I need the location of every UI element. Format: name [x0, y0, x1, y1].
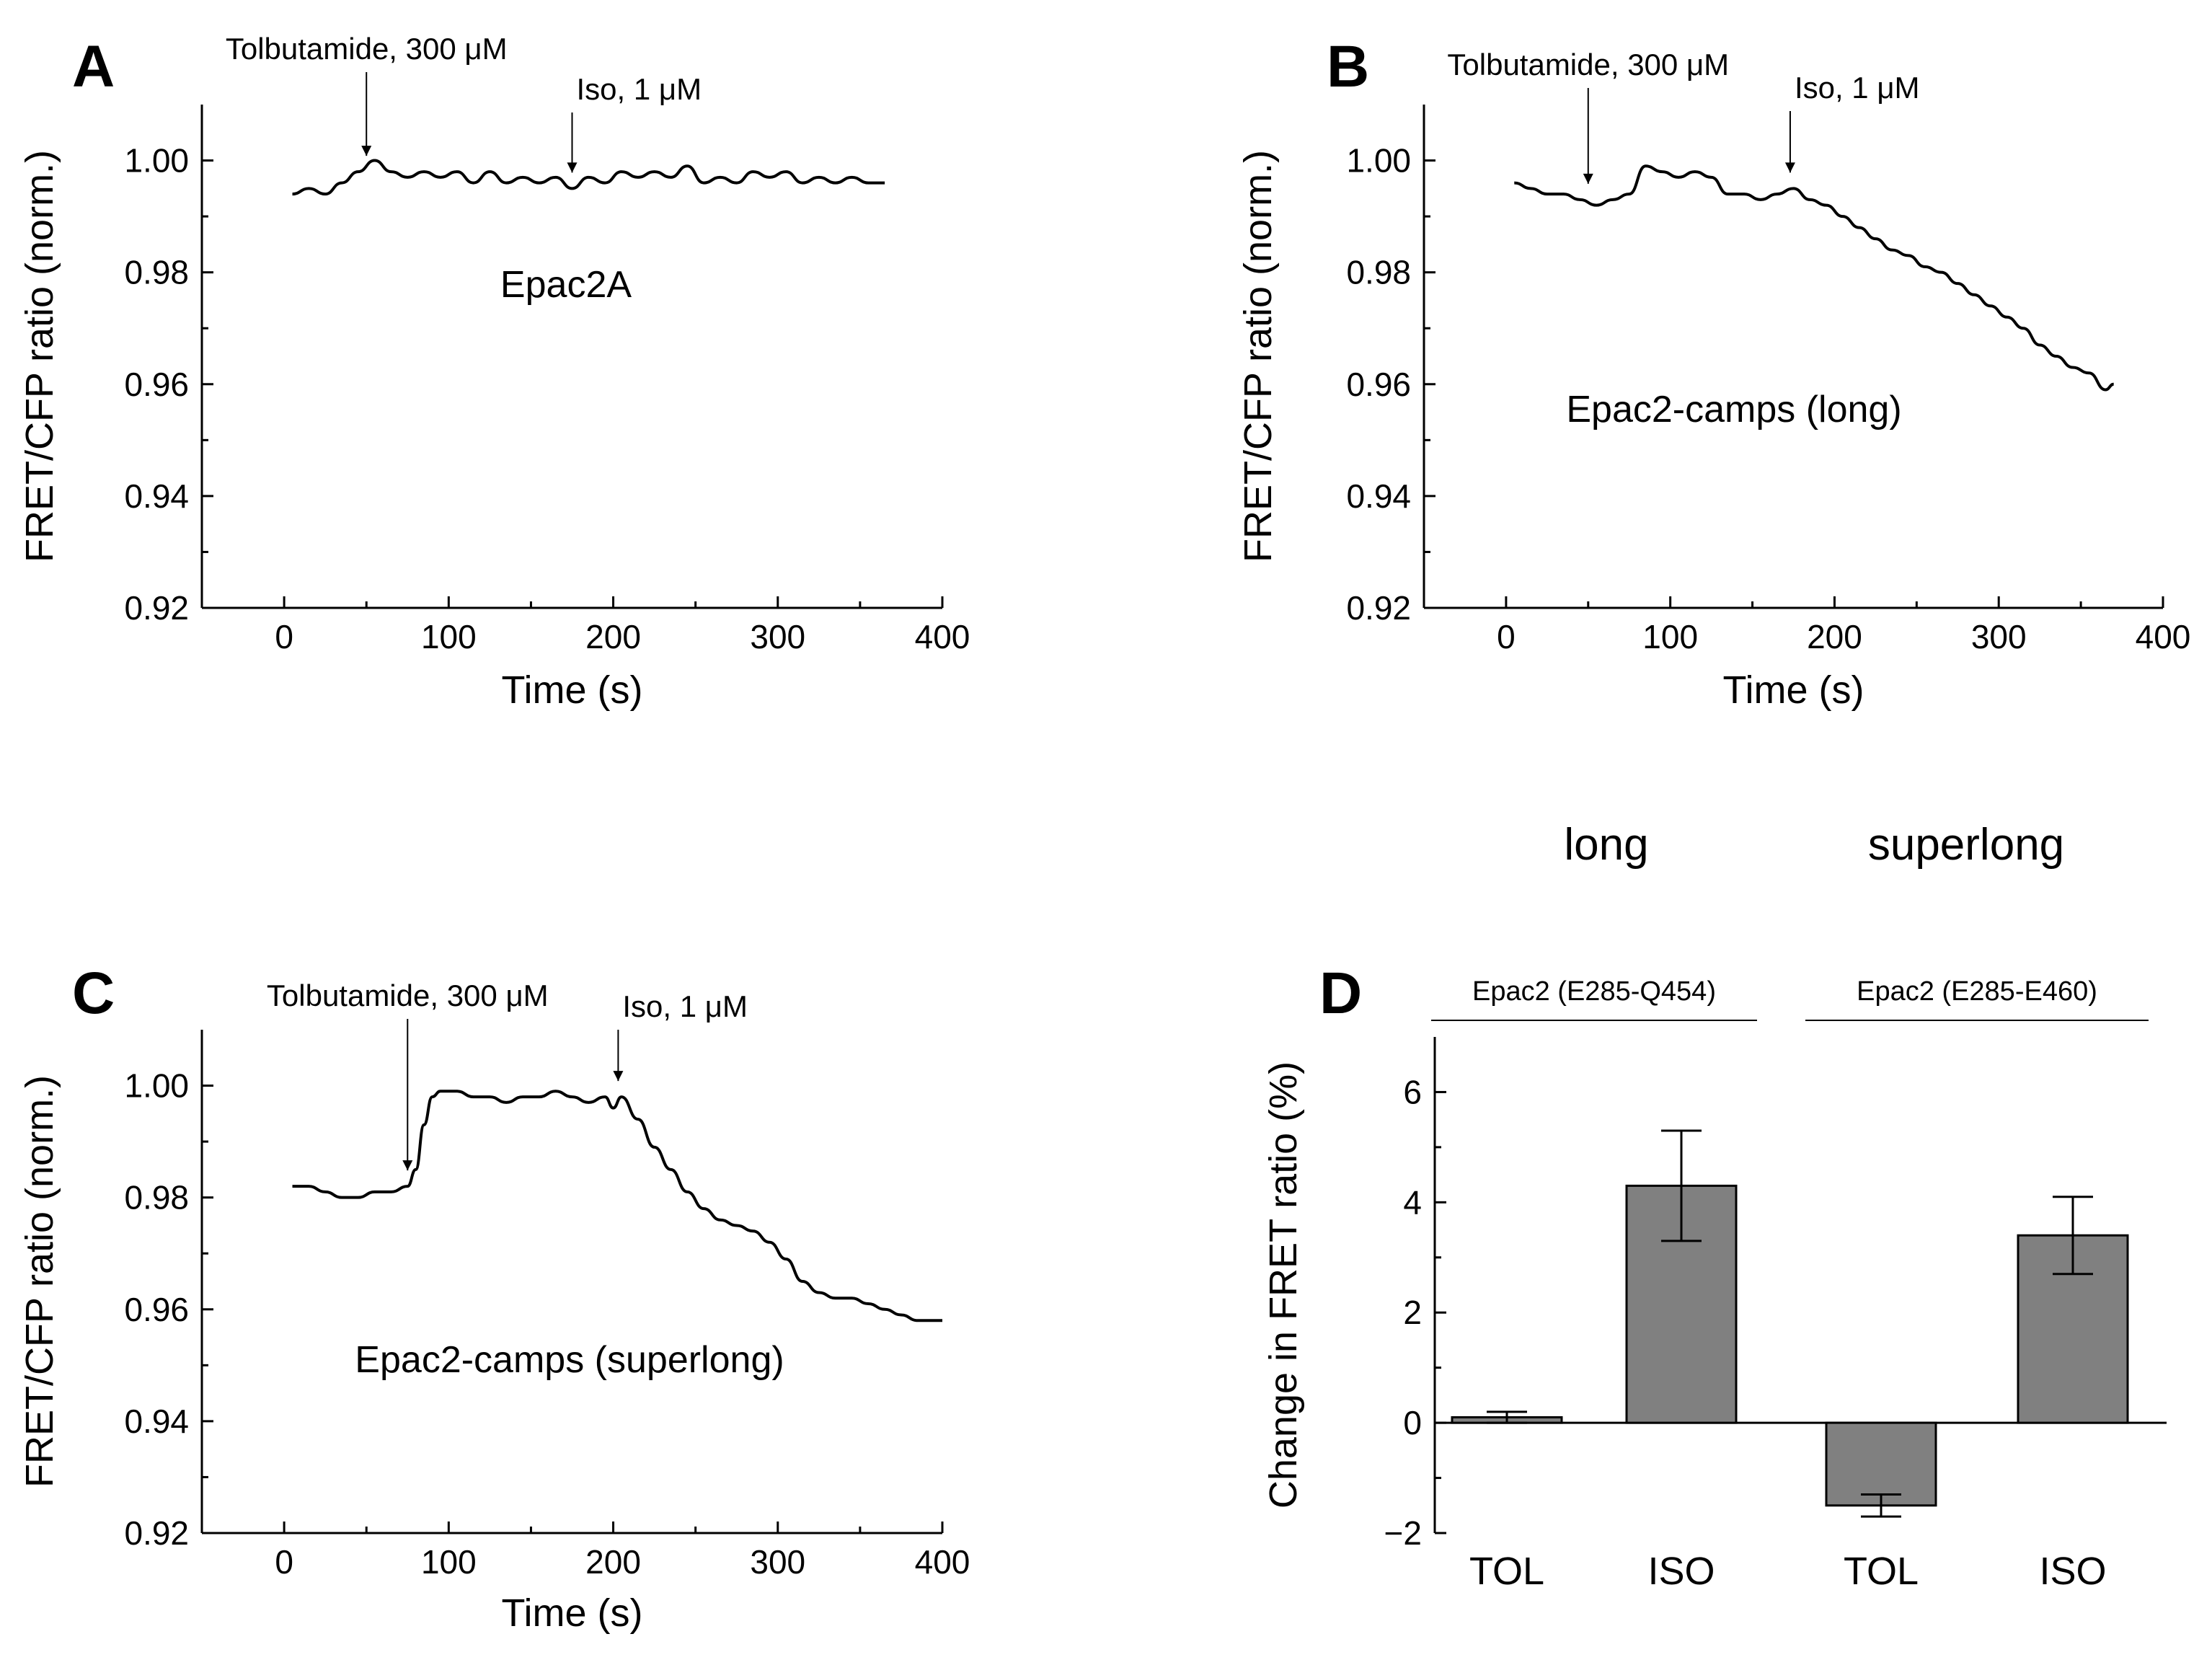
chart-panel-a: 0.92 0.94 0.96 0.98 1.00 0 100 200 300 400 Time (s…: [18, 32, 970, 712]
panel-letter-c: C: [72, 960, 115, 1026]
y-tick-label: 1.00: [1346, 142, 1411, 180]
event-label: Iso, 1 μM: [577, 72, 702, 106]
y-tick-label: 0.94: [1346, 477, 1411, 515]
y-tick-label: 0.98: [1346, 254, 1411, 291]
header-label-superlong: superlong: [1868, 820, 2064, 870]
event-label: Iso, 1 μM: [622, 989, 748, 1023]
category-label: TOL: [1469, 1550, 1544, 1593]
trace-line: [292, 1090, 942, 1322]
chart-panel-c: 0.92 0.94 0.96 0.98 1.00 0 100 200 300 400 Time (s…: [18, 979, 970, 1635]
event-label: Tolbutamide, 300 μM: [1447, 48, 1729, 81]
group-label: Epac2 (E285-Q454): [1472, 976, 1716, 1007]
x-tick-label: 200: [585, 1543, 641, 1581]
y-tick-label: 0.96: [1346, 366, 1411, 403]
event-label: Tolbutamide, 300 μM: [226, 32, 508, 66]
x-tick-label: 300: [750, 1543, 805, 1581]
event-arrowhead: [402, 1160, 413, 1171]
y-tick-label: 6: [1403, 1073, 1422, 1110]
series-label: Epac2A: [500, 264, 632, 306]
y-axis-label: FRET/CFP ratio (norm.): [1236, 150, 1280, 562]
x-tick-label: 100: [421, 618, 477, 655]
y-tick-label: 0.92: [124, 1514, 189, 1552]
y-tick-label: 4: [1403, 1183, 1422, 1221]
y-tick-label: 0: [1403, 1404, 1422, 1441]
category-label: TOL: [1844, 1550, 1919, 1593]
event-arrowhead: [613, 1071, 624, 1082]
event-arrowhead: [1784, 162, 1795, 173]
y-tick-label: 1.00: [124, 142, 189, 180]
x-tick-label: 100: [421, 1543, 477, 1581]
event-arrowhead: [361, 146, 372, 156]
x-axis-label: Time (s): [502, 668, 643, 712]
y-tick-label: 0.94: [124, 477, 189, 515]
y-axis-label: FRET/CFP ratio (norm.): [18, 1075, 61, 1488]
bar: [1825, 1421, 1937, 1507]
category-label: ISO: [1647, 1550, 1715, 1593]
y-axis-label: Change in FRET ratio (%): [1262, 1061, 1305, 1509]
event-arrowhead: [1583, 173, 1593, 184]
x-tick-label: 200: [585, 618, 641, 655]
x-tick-label: 400: [915, 618, 970, 655]
series-label: Epac2-camps (long): [1566, 389, 1901, 430]
y-tick-label: 0.98: [124, 254, 189, 291]
series-label: Epac2-camps (superlong): [355, 1339, 784, 1381]
x-axis-label: Time (s): [1723, 668, 1864, 712]
event-arrowhead: [567, 162, 578, 173]
panel-letter-a: A: [72, 34, 115, 100]
y-tick-label: 0.98: [124, 1179, 189, 1216]
trace-line: [292, 159, 885, 196]
x-tick-label: 0: [1497, 618, 1516, 655]
y-tick-label: 0.92: [124, 589, 189, 627]
y-tick-label: 1.00: [124, 1067, 189, 1105]
x-tick-label: 200: [1807, 618, 1862, 655]
chart-panel-d: −2 0 2 4 6 Change in FRET ratio (%) TOL ISO TOL I…: [1262, 976, 2167, 1593]
panel-letter-d: D: [1319, 960, 1362, 1026]
group-label: Epac2 (E285-E460): [1857, 976, 2097, 1007]
x-tick-label: 300: [1971, 618, 2027, 655]
x-tick-label: 0: [275, 1543, 293, 1581]
x-tick-label: 400: [2136, 618, 2191, 655]
y-tick-label: −2: [1384, 1514, 1422, 1552]
category-label: ISO: [2039, 1550, 2106, 1593]
x-tick-label: 300: [750, 618, 805, 655]
y-tick-label: 0.96: [124, 1291, 189, 1328]
y-tick-label: 0.94: [124, 1403, 189, 1440]
x-tick-label: 100: [1642, 618, 1698, 655]
chart-panel-b: 0.92 0.94 0.96 0.98 1.00 0 100 200 300 400 Time (s…: [1236, 48, 2190, 712]
header-label-long: long: [1564, 820, 1648, 870]
event-label: Tolbutamide, 300 μM: [267, 979, 549, 1012]
x-axis-label: Time (s): [502, 1591, 643, 1635]
x-tick-label: 0: [275, 618, 293, 655]
y-tick-label: 0.96: [124, 366, 189, 403]
y-tick-label: 2: [1403, 1294, 1422, 1331]
y-axis-label: FRET/CFP ratio (norm.): [18, 150, 61, 562]
event-label: Iso, 1 μM: [1795, 71, 1920, 105]
trace-line: [1514, 164, 2115, 392]
y-tick-label: 0.92: [1346, 589, 1411, 627]
x-tick-label: 400: [915, 1543, 970, 1581]
panel-letter-b: B: [1327, 34, 1369, 100]
